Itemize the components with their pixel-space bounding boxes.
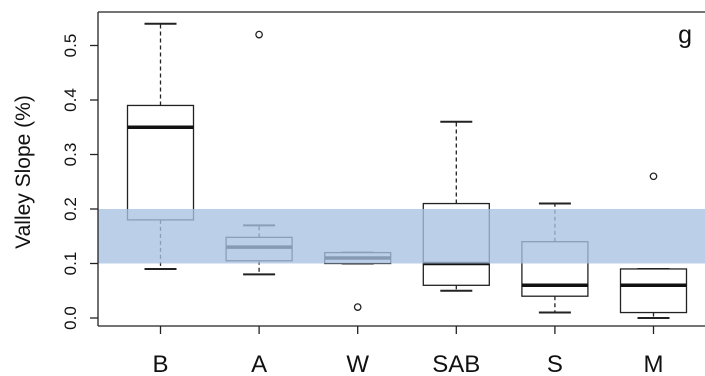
box-b [126,22,195,270]
box-iqr [619,268,688,314]
y-tick-label: 0.4 [61,88,80,112]
x-tick-label: A [251,351,267,376]
x-tick-label: B [152,351,168,376]
box-layer [126,22,688,319]
y-tick-label: 0.3 [61,143,80,167]
x-tick-label: SAB [432,351,480,376]
y-axis-title: Valley Slope (%) [12,95,35,249]
box-iqr [126,104,195,221]
y-tick-label: 0.0 [61,306,80,330]
reference-band-layer [98,209,705,264]
panel-label: g [678,21,692,49]
y-tick-label: 0.1 [61,252,80,276]
box-m [619,172,688,319]
box-sab [422,120,490,292]
y-tick-label: 0.2 [61,197,80,221]
reference-band [98,209,705,264]
plot-frame-layer [97,11,705,327]
outlier-point [255,30,263,39]
outlier-point [353,303,362,311]
x-tick-label: M [644,351,664,376]
y-tick-label: 0.5 [61,34,80,58]
x-tick-label: S [547,351,563,376]
x-tick-label: W [346,351,369,376]
x-axis: B A W SAB S M [152,326,664,376]
outlier-point [649,172,658,181]
y-axis: 0.0 0.1 0.2 0.3 0.4 0.5 [61,34,98,330]
